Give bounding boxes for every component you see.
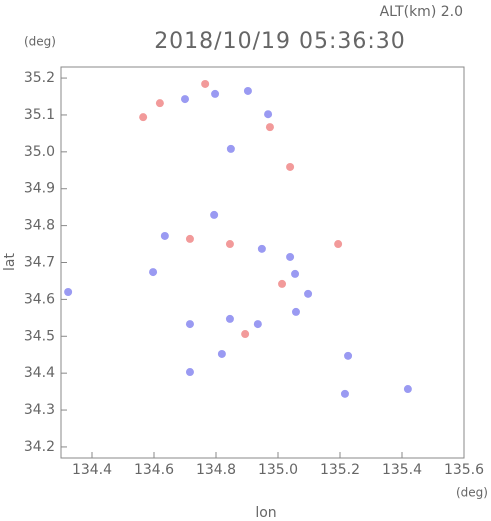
echo-point xyxy=(344,351,353,360)
echo-point xyxy=(278,279,287,288)
y-tick-label: 35.1 xyxy=(24,107,55,123)
echo-point xyxy=(225,314,234,323)
y-tick-label: 34.5 xyxy=(24,328,55,344)
x-tick-label: 134.6 xyxy=(134,462,174,478)
echo-point xyxy=(201,79,210,88)
echo-point xyxy=(185,368,194,377)
y-tick-label: 34.9 xyxy=(24,181,55,197)
x-tick-label: 135.2 xyxy=(320,462,360,478)
y-tick-label: 34.4 xyxy=(24,365,55,381)
y-tick-label: 34.7 xyxy=(24,255,55,271)
y-tick-label: 35.0 xyxy=(24,144,55,160)
echo-point xyxy=(211,89,220,98)
echo-point xyxy=(403,385,412,394)
x-tick-label: 135.0 xyxy=(258,462,298,478)
echo-point xyxy=(334,240,343,249)
echo-point xyxy=(291,307,300,316)
echo-point xyxy=(243,86,252,95)
echo-point xyxy=(181,95,189,104)
echo-point xyxy=(340,389,349,398)
echo-point xyxy=(265,123,274,132)
x-tick-label: 134.8 xyxy=(196,462,236,478)
echo-point xyxy=(185,320,194,329)
echo-point xyxy=(253,320,262,329)
x-unit: (deg) xyxy=(456,486,488,500)
echo-point xyxy=(149,268,158,277)
plot-frame xyxy=(60,66,465,459)
echo-point xyxy=(185,234,194,243)
echo-point xyxy=(225,240,234,249)
echo-point xyxy=(226,144,235,153)
y-tick-label: 34.8 xyxy=(24,218,55,234)
echo-point xyxy=(155,99,164,108)
echo-point xyxy=(291,269,300,278)
y-tick-label: 34.6 xyxy=(24,291,55,307)
echo-point xyxy=(304,289,313,298)
y-tick-label: 34.3 xyxy=(24,402,55,418)
altitude-label: ALT(km) 2.0 xyxy=(380,4,463,20)
echo-point xyxy=(64,288,73,297)
echo-point xyxy=(210,210,219,219)
x-axis-label: lon xyxy=(255,505,276,521)
echo-point xyxy=(264,110,273,119)
x-tick-label: 135.6 xyxy=(444,462,484,478)
y-unit: (deg) xyxy=(24,35,56,49)
echo-point xyxy=(286,162,295,171)
echo-point xyxy=(160,231,169,240)
echo-point xyxy=(139,113,148,122)
y-axis-label: lat xyxy=(2,253,18,271)
echo-point xyxy=(241,330,250,339)
echo-point xyxy=(257,244,266,253)
chart-title: 2018/10/19 05:36:30 xyxy=(154,29,406,54)
x-tick-label: 135.4 xyxy=(382,462,422,478)
echo-point xyxy=(217,349,226,358)
echo-point xyxy=(286,252,295,261)
y-tick-label: 35.2 xyxy=(24,70,55,86)
x-tick-label: 134.4 xyxy=(72,462,112,478)
y-tick-label: 34.2 xyxy=(24,439,55,455)
